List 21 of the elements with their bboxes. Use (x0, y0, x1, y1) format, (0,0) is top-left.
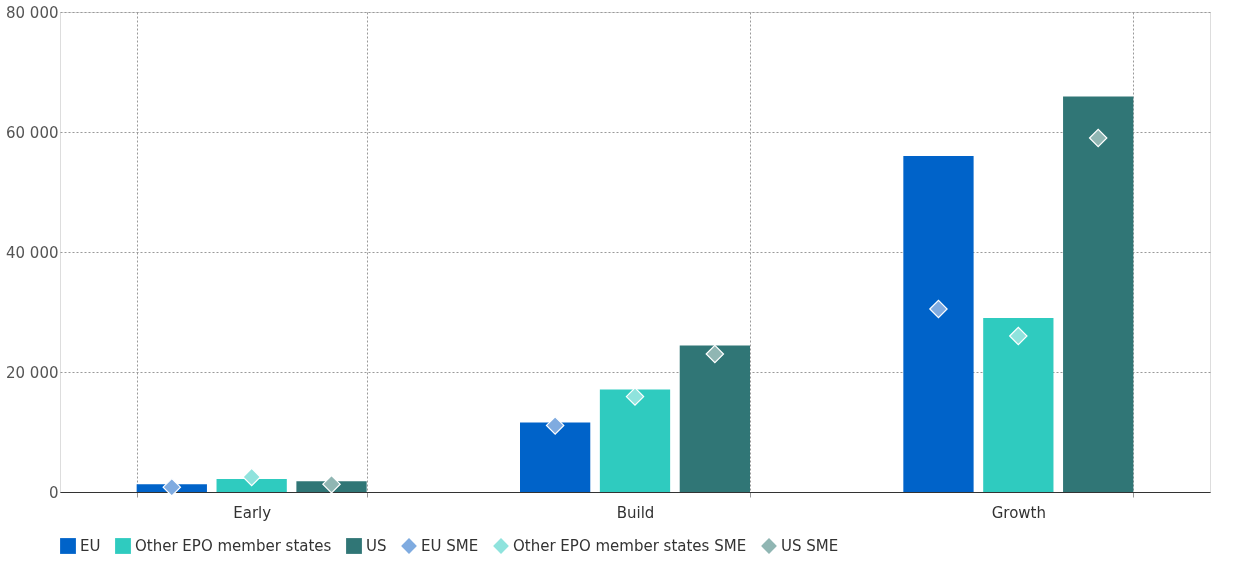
bar (903, 156, 974, 492)
bar (983, 318, 1054, 492)
legend-label: Other EPO member states (135, 537, 332, 555)
x-tick-label: Growth (991, 503, 1046, 522)
bar (599, 389, 671, 492)
bar (216, 479, 287, 492)
x-tick-label: Early (233, 503, 272, 522)
y-tick-label: 80 000 (6, 3, 59, 22)
bar (679, 345, 750, 492)
legend-label: US SME (781, 537, 839, 555)
legend-label: Other EPO member states SME (513, 537, 747, 555)
legend-label: EU SME (421, 537, 479, 555)
x-tick-label: Build (616, 503, 655, 522)
y-tick-label: 20 000 (6, 363, 59, 382)
y-tick-label: 60 000 (6, 123, 59, 142)
legend-label: EU (80, 537, 101, 555)
bar (520, 422, 591, 492)
bar (1063, 96, 1134, 492)
legend-label: US (366, 537, 387, 555)
y-tick-label: 0 (48, 483, 59, 502)
y-tick-label: 40 000 (6, 243, 59, 262)
